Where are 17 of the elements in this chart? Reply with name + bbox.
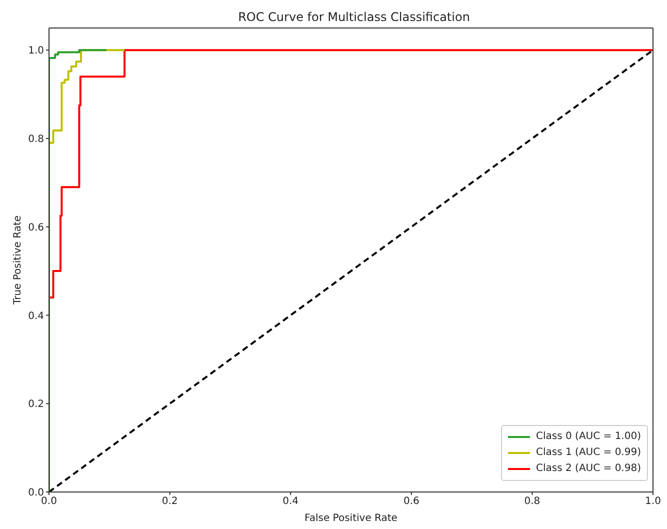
y-tick-label: 1.0	[28, 46, 44, 57]
y-tick-label: 0.6	[28, 222, 44, 234]
x-tick-label: 0.0	[41, 496, 57, 508]
chart-title: ROC Curve for Multiclass Classification	[238, 10, 470, 24]
y-axis-title: True Positive Rate	[12, 215, 24, 306]
x-axis-title: False Positive Rate	[304, 513, 398, 524]
y-tick-label: 0.2	[28, 399, 44, 410]
legend-label: Class 2 (AUC = 0.98)	[536, 462, 641, 476]
y-tick-label: 0.8	[28, 134, 44, 146]
x-tick-label: 1.0	[645, 496, 661, 508]
y-tick-label: 0.4	[28, 310, 44, 322]
x-tick-label: 0.2	[162, 496, 178, 508]
x-tick-label: 0.6	[403, 496, 420, 508]
x-tick-label: 0.8	[524, 496, 540, 508]
legend-label: Class 0 (AUC = 1.00)	[536, 430, 641, 444]
x-tick-label: 0.4	[282, 496, 299, 508]
legend-label: Class 1 (AUC = 0.99)	[536, 446, 641, 460]
